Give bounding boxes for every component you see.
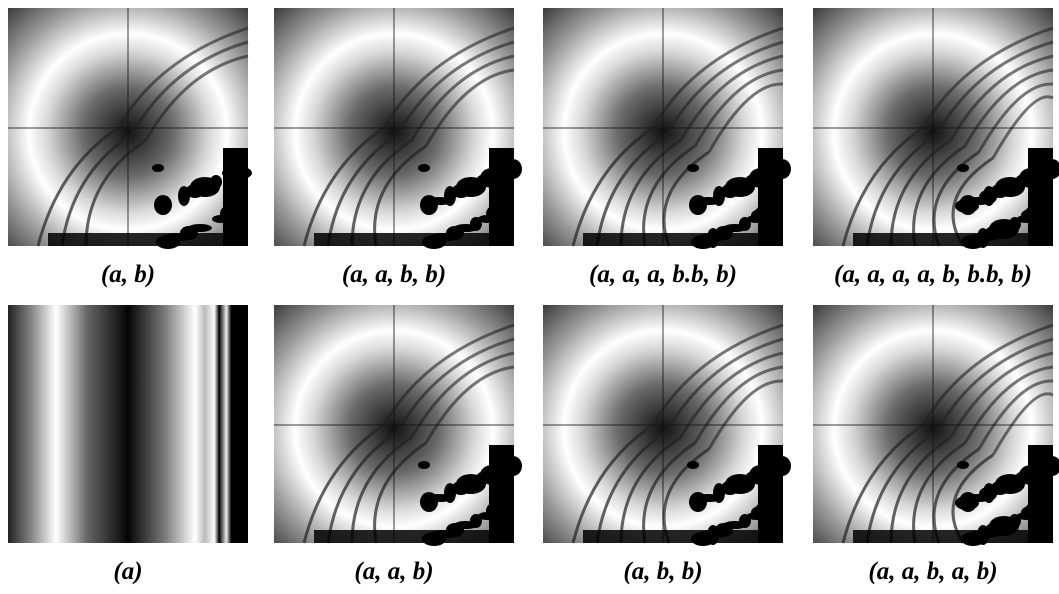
- caption: (a, a, a, b.b, b): [589, 261, 737, 288]
- caption: (a): [113, 558, 142, 585]
- fractal-blob: [741, 476, 759, 484]
- fractal-blob: [470, 514, 482, 528]
- fractal-blob: [758, 148, 783, 246]
- fractal-blob: [739, 514, 751, 528]
- fractal-blob: [583, 530, 783, 543]
- fractal-blob: [739, 217, 751, 231]
- fractal-image: [813, 8, 1059, 249]
- fractal-blob: [955, 496, 979, 510]
- fractal-blob: [314, 530, 514, 543]
- fractal-image: [8, 8, 252, 249]
- fractal-blob: [955, 199, 979, 213]
- fractal-blob: [470, 217, 482, 231]
- image-background: [8, 305, 248, 543]
- fractal-blob: [418, 461, 430, 469]
- fractal-blob: [853, 530, 1053, 543]
- fractal-blob: [957, 164, 969, 172]
- fractal-blob: [223, 148, 248, 246]
- caption: (a, a, a, a, b, b.b, b): [834, 261, 1032, 288]
- fractal-blob: [1028, 445, 1053, 543]
- fractal-blob: [152, 164, 164, 172]
- fractal-blob: [758, 445, 783, 543]
- fractal-image: [813, 305, 1059, 546]
- fractal-blob: [583, 233, 783, 246]
- fractal-image: [543, 8, 791, 249]
- fractal-blob: [1028, 148, 1053, 246]
- fractal-blob: [418, 164, 430, 172]
- fractal-image: [274, 305, 522, 546]
- fractal-blob: [853, 233, 1053, 246]
- caption: (a, a, b): [354, 558, 433, 585]
- fractal-blob: [154, 195, 172, 215]
- fractal-blob: [489, 445, 514, 543]
- fractal-blob: [424, 494, 454, 502]
- caption: (a, b): [101, 261, 155, 288]
- fractal-blob: [957, 461, 969, 469]
- fractal-blob: [693, 197, 723, 205]
- fractal-blob: [190, 177, 220, 197]
- fractal-blob: [687, 461, 699, 469]
- fractal-image: [8, 305, 248, 543]
- fractal-image: [274, 8, 522, 249]
- caption: (a, b, b): [623, 558, 702, 585]
- fractal-blob: [693, 494, 723, 502]
- fractal-blob: [717, 188, 741, 196]
- fractal-blob: [1011, 179, 1029, 187]
- fractal-blob: [1011, 476, 1029, 484]
- fractal-blob: [979, 487, 997, 501]
- fractal-blob: [48, 233, 248, 246]
- figure: (a, b) (a, a, b, b) (a, a, a, b.b, b) (a, a…: [0, 0, 1059, 594]
- caption: (a, a, b, b): [342, 261, 446, 288]
- fractal-blob: [178, 186, 190, 206]
- caption: (a, a, b, a, b): [868, 558, 997, 585]
- fractal-blob: [314, 233, 514, 246]
- fractal-blob: [424, 197, 454, 205]
- fractal-blob: [741, 179, 759, 187]
- fractal-blob: [489, 148, 514, 246]
- fractal-blob: [687, 164, 699, 172]
- fractal-blob: [979, 190, 997, 204]
- fractal-image: [543, 305, 791, 546]
- fractal-blob: [717, 485, 741, 493]
